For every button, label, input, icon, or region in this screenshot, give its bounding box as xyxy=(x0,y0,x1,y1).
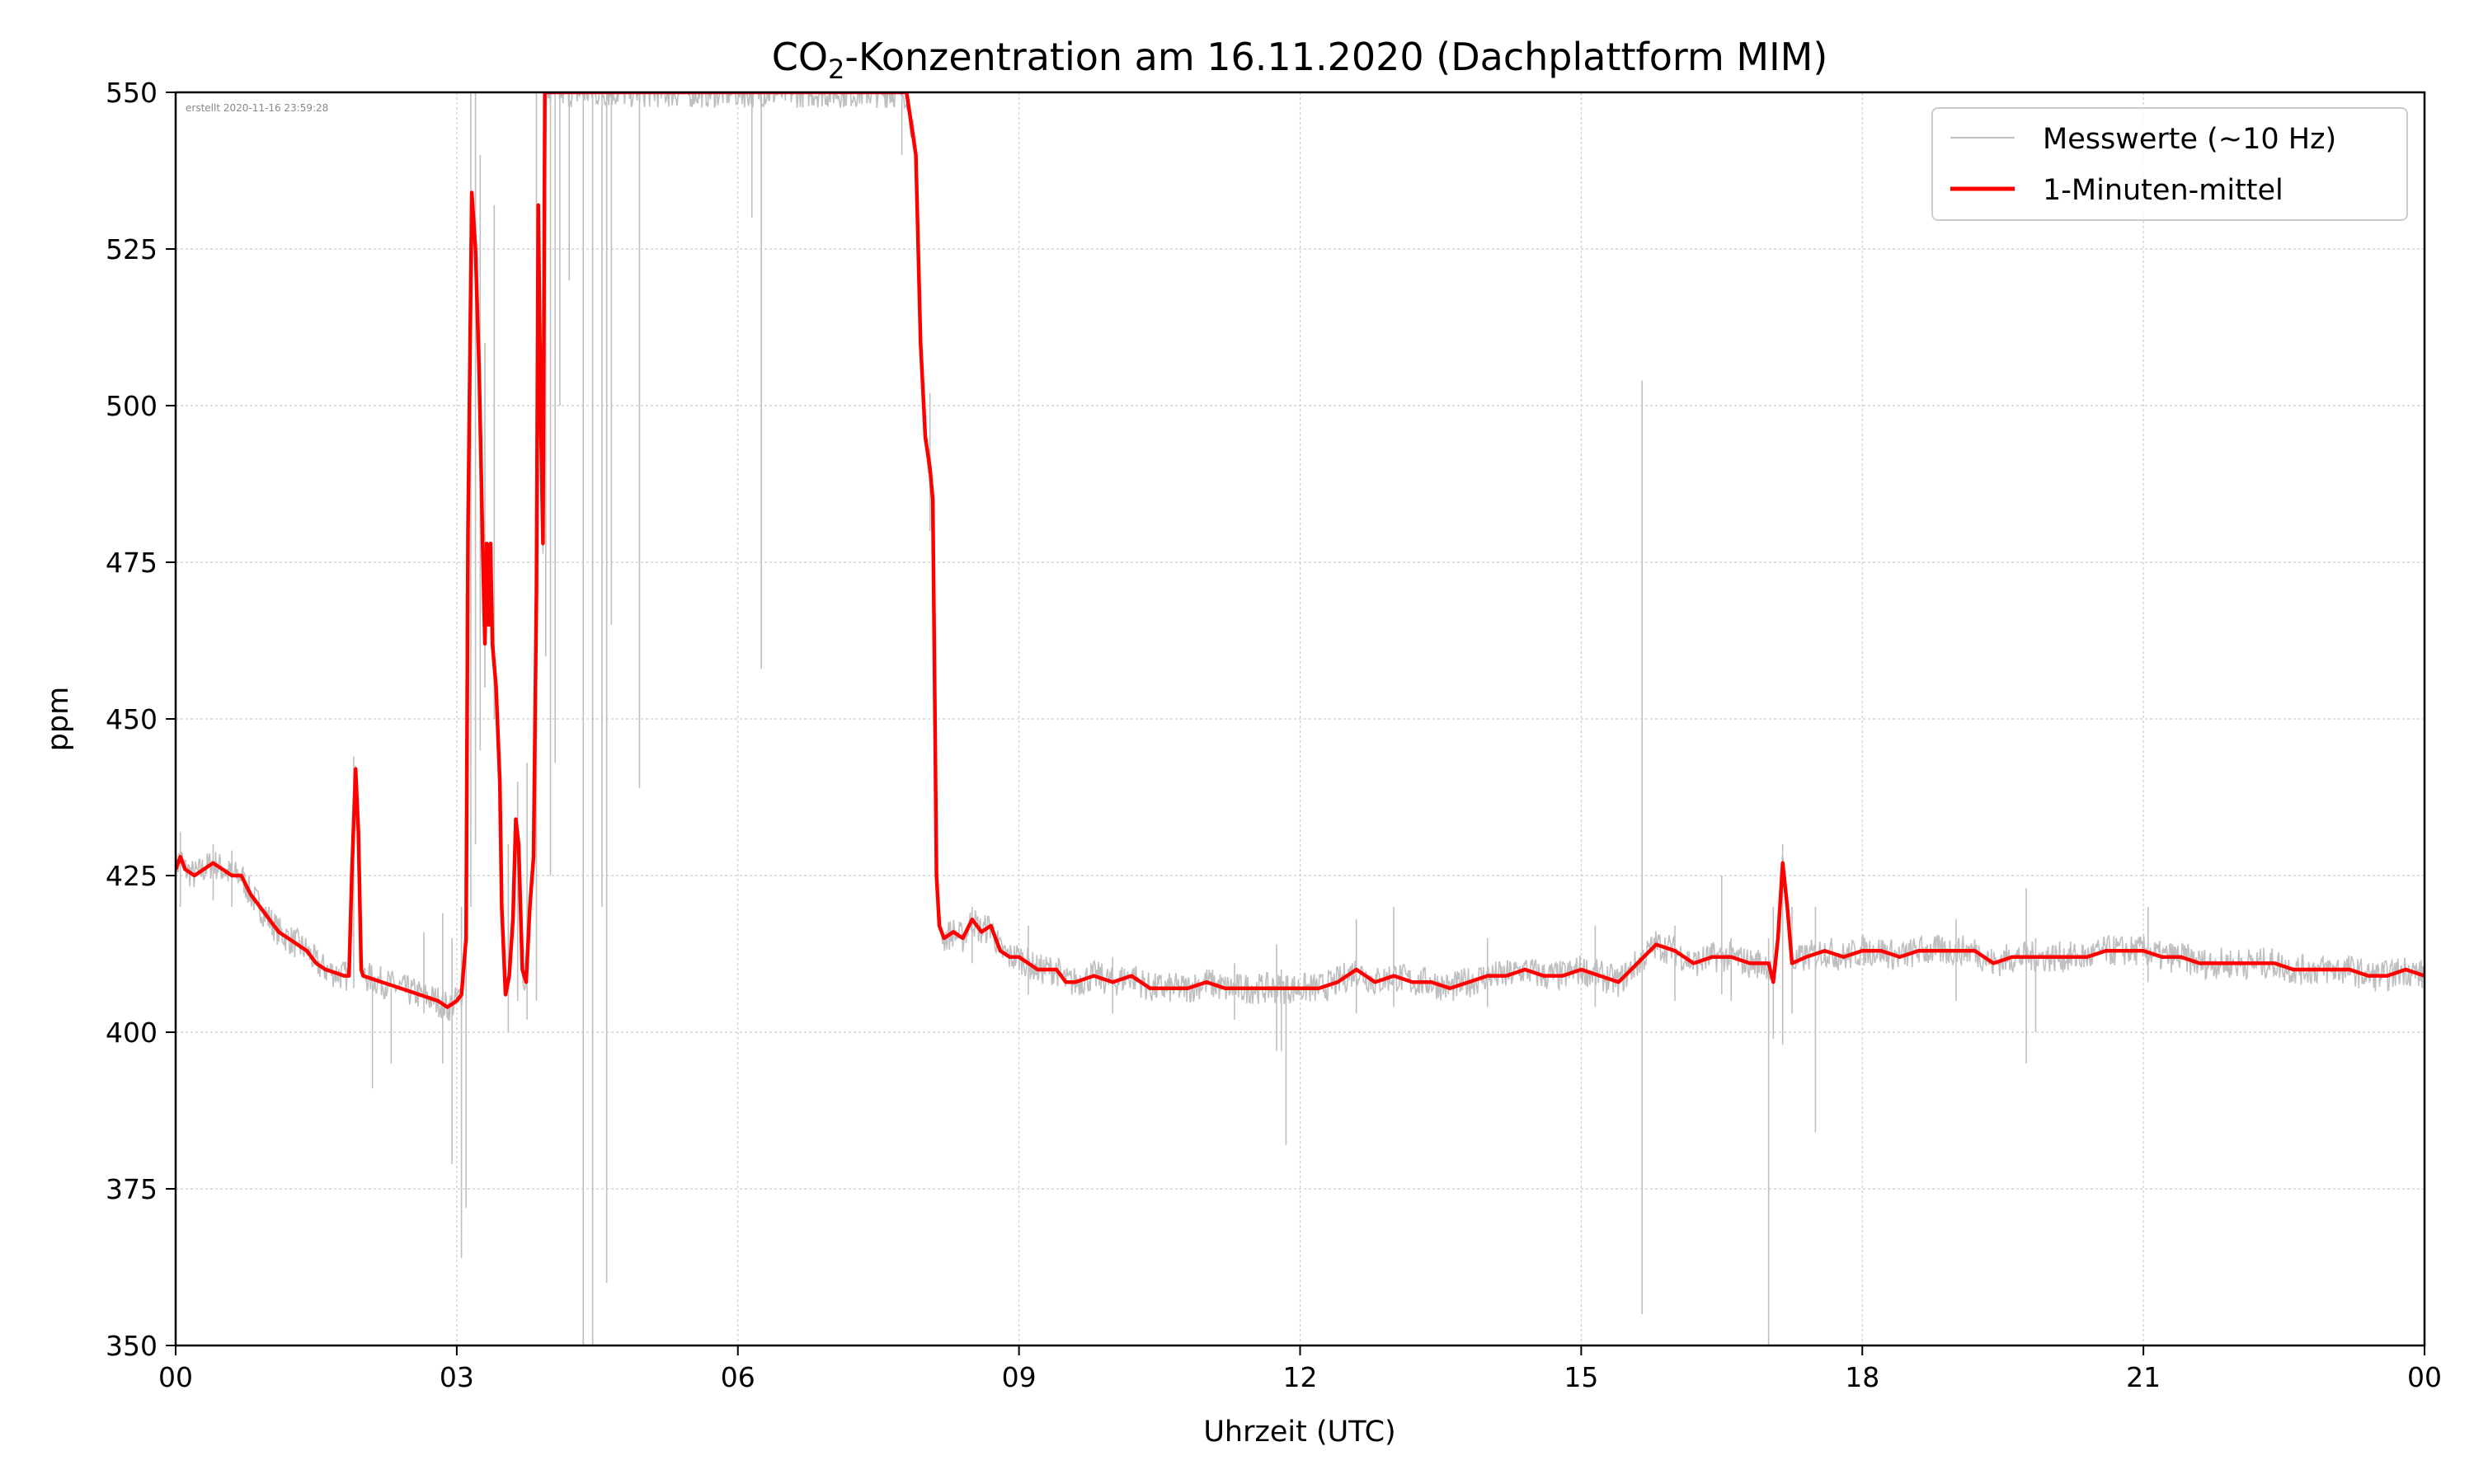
created-stamp: erstellt 2020-11-16 23:59:28 xyxy=(186,102,328,114)
y-tick-label: 450 xyxy=(106,703,158,735)
y-tick-label: 375 xyxy=(106,1173,158,1205)
x-tick-label: 18 xyxy=(1845,1361,1879,1393)
chart-title-subscript: 2 xyxy=(828,54,844,85)
y-tick-label: 475 xyxy=(106,547,158,579)
grid-lines xyxy=(176,92,2425,1345)
x-tick-label: 00 xyxy=(158,1361,193,1393)
x-axis: 00 03 06 09 12 15 18 21 00 xyxy=(158,1345,2442,1393)
y-tick-label: 350 xyxy=(106,1330,158,1362)
series-1-minuten-mittel xyxy=(176,92,2425,1009)
y-tick-label: 500 xyxy=(106,390,158,422)
legend-label-messwerte: Messwerte (~10 Hz) xyxy=(2043,123,2336,156)
y-axis-label: ppm xyxy=(42,687,75,752)
y-axis: 350 375 400 425 450 475 500 525 550 xyxy=(106,77,176,1362)
x-tick-label: 06 xyxy=(721,1361,755,1393)
y-tick-label: 550 xyxy=(106,77,158,109)
y-tick-label: 425 xyxy=(106,860,158,892)
y-tick-label: 525 xyxy=(106,233,158,265)
x-tick-label: 00 xyxy=(2407,1361,2442,1393)
x-tick-label: 15 xyxy=(1564,1361,1598,1393)
legend-label-mittel: 1-Minuten-mittel xyxy=(2043,174,2284,207)
chart-title: CO2-Konzentration am 16.11.2020 (Dachpla… xyxy=(772,35,1828,85)
legend-box xyxy=(1931,107,2408,221)
mittel-line xyxy=(176,92,2425,1009)
x-tick-label: 21 xyxy=(2126,1361,2161,1393)
x-tick-label: 03 xyxy=(440,1361,474,1393)
x-tick-label: 09 xyxy=(1002,1361,1037,1393)
x-axis-label: Uhrzeit (UTC) xyxy=(1203,1416,1395,1449)
x-tick-label: 12 xyxy=(1283,1361,1318,1393)
y-tick-label: 400 xyxy=(106,1017,158,1049)
legend: Messwerte (~10 Hz) 1-Minuten-mittel xyxy=(1931,107,2408,221)
